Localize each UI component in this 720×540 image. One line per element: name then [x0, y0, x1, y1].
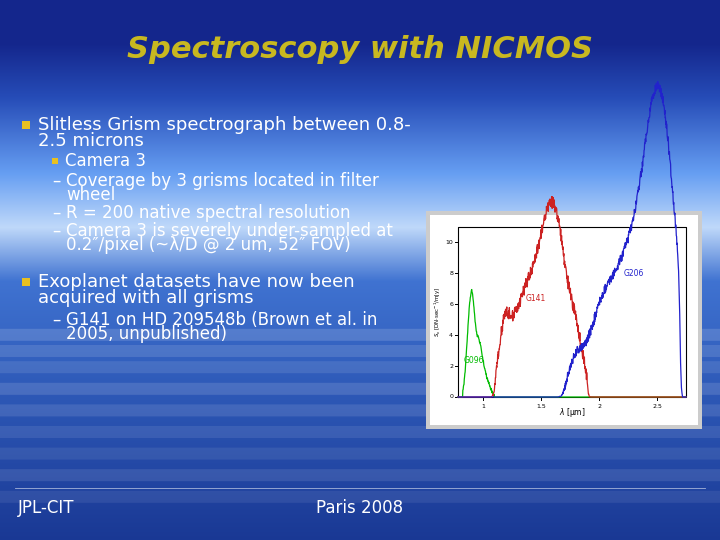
Text: 2: 2 — [597, 404, 601, 409]
Text: 1.5: 1.5 — [536, 404, 546, 409]
Text: G141 on HD 209548b (Brown et al. in: G141 on HD 209548b (Brown et al. in — [66, 311, 377, 329]
Text: Camera 3: Camera 3 — [65, 152, 146, 170]
Bar — [426, 211, 702, 429]
Text: 0.2″/pixel (~λ/D @ 2 um, 52″ FOV): 0.2″/pixel (~λ/D @ 2 um, 52″ FOV) — [66, 236, 351, 254]
Text: 2005, unpublished): 2005, unpublished) — [66, 325, 227, 343]
FancyBboxPatch shape — [0, 491, 720, 503]
Text: wheel: wheel — [66, 186, 115, 204]
Text: 4: 4 — [449, 333, 453, 338]
FancyBboxPatch shape — [0, 448, 720, 460]
Bar — [0, 190, 720, 270]
Text: R = 200 native spectral resolution: R = 200 native spectral resolution — [66, 204, 351, 222]
Text: 2.5 microns: 2.5 microns — [38, 132, 144, 150]
Text: 2.5: 2.5 — [652, 404, 662, 409]
Bar — [0, 270, 720, 440]
Bar — [0, 440, 720, 540]
Text: 10: 10 — [445, 240, 453, 245]
Text: –: – — [52, 222, 60, 240]
FancyBboxPatch shape — [0, 345, 720, 357]
Bar — [430, 215, 698, 425]
Text: Coverage by 3 grisms located in filter: Coverage by 3 grisms located in filter — [66, 172, 379, 190]
Text: $S_\nu$ [DN·sec$^{-1}$/mJy]: $S_\nu$ [DN·sec$^{-1}$/mJy] — [433, 287, 443, 337]
Text: JPL-CIT: JPL-CIT — [18, 499, 74, 517]
Bar — [22, 121, 30, 129]
FancyBboxPatch shape — [0, 383, 720, 395]
Text: Slitless Grism spectrograph between 0.8-: Slitless Grism spectrograph between 0.8- — [38, 116, 410, 134]
FancyBboxPatch shape — [0, 329, 720, 341]
Text: 0: 0 — [449, 395, 453, 400]
FancyBboxPatch shape — [0, 469, 720, 481]
Text: 1: 1 — [482, 404, 485, 409]
Text: –: – — [52, 204, 60, 222]
FancyBboxPatch shape — [0, 426, 720, 438]
Text: acquired with all grisms: acquired with all grisms — [38, 289, 253, 307]
Bar — [52, 158, 58, 164]
Text: $\lambda$ [µm]: $\lambda$ [µm] — [559, 406, 585, 419]
FancyBboxPatch shape — [0, 361, 720, 373]
Text: 2: 2 — [449, 363, 453, 369]
Text: Spectroscopy with NICMOS: Spectroscopy with NICMOS — [127, 36, 593, 64]
Bar — [22, 278, 30, 286]
Text: Camera 3 is severely under-sampled at: Camera 3 is severely under-sampled at — [66, 222, 393, 240]
Text: G096: G096 — [464, 356, 484, 365]
Text: –: – — [52, 172, 60, 190]
Text: G206: G206 — [624, 269, 644, 279]
Text: 8: 8 — [449, 271, 453, 276]
Text: G141: G141 — [526, 294, 546, 303]
Text: –: – — [52, 311, 60, 329]
FancyBboxPatch shape — [0, 404, 720, 416]
Bar — [0, 0, 720, 190]
Text: Exoplanet datasets have now been: Exoplanet datasets have now been — [38, 273, 355, 291]
Text: Paris 2008: Paris 2008 — [316, 499, 404, 517]
Text: 6: 6 — [449, 302, 453, 307]
